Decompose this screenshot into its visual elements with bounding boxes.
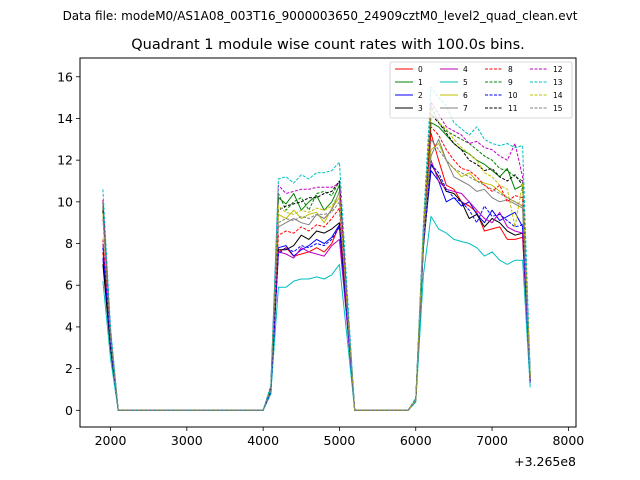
legend-label-8: 8 — [508, 65, 513, 74]
series-line-10 — [102, 163, 531, 411]
legend-label-0: 0 — [418, 65, 423, 74]
x-tick-label-4000: 4000 — [247, 433, 279, 448]
legend-label-6: 6 — [463, 91, 468, 100]
legend-label-3: 3 — [418, 104, 423, 113]
y-tick-label-8: 8 — [65, 236, 73, 251]
y-tick-label-2: 2 — [65, 361, 73, 376]
x-tick-label-5000: 5000 — [324, 433, 356, 448]
y-tick-label-0: 0 — [65, 403, 73, 418]
x-tick-label-8000: 8000 — [552, 433, 584, 448]
y-tick-label-4: 4 — [65, 319, 73, 334]
legend-label-14: 14 — [553, 91, 563, 100]
chart-title: Quadrant 1 module wise count rates with … — [131, 37, 525, 53]
plot-lines — [102, 86, 531, 411]
x-tick-label-7000: 7000 — [476, 433, 508, 448]
legend-label-5: 5 — [463, 78, 468, 87]
series-line-9 — [102, 105, 531, 411]
legend-label-9: 9 — [508, 78, 513, 87]
y-tick-label-14: 14 — [57, 111, 73, 126]
y-tick-label-12: 12 — [57, 153, 73, 168]
legend-label-4: 4 — [463, 65, 468, 74]
legend-label-10: 10 — [508, 91, 518, 100]
y-tick-label-6: 6 — [65, 278, 73, 293]
figure-suptitle: Data file: modeM0/AS1A08_003T16_90000036… — [63, 9, 578, 23]
legend-label-15: 15 — [553, 104, 563, 113]
legend-label-1: 1 — [418, 78, 423, 87]
legend-box — [389, 61, 573, 119]
x-tick-label-6000: 6000 — [400, 433, 432, 448]
legend-label-7: 7 — [463, 104, 468, 113]
legend-label-11: 11 — [508, 104, 518, 113]
x-axis-ticks: 2000 3000 4000 5000 6000 7000 8000 — [95, 427, 584, 448]
axes-frame — [79, 57, 577, 428]
x-tick-label-2000: 2000 — [95, 433, 127, 448]
legend-label-2: 2 — [418, 91, 423, 100]
x-axis-offset-label: +3.265e8 — [514, 454, 576, 469]
y-tick-label-10: 10 — [57, 194, 73, 209]
legend-label-13: 13 — [553, 78, 563, 87]
x-tick-label-3000: 3000 — [171, 433, 203, 448]
y-axis-ticks: 0 2 4 6 8 10 12 14 16 — [57, 69, 80, 418]
y-tick-label-16: 16 — [57, 69, 73, 84]
series-line-15 — [102, 138, 531, 411]
legend-label-12: 12 — [553, 65, 563, 74]
